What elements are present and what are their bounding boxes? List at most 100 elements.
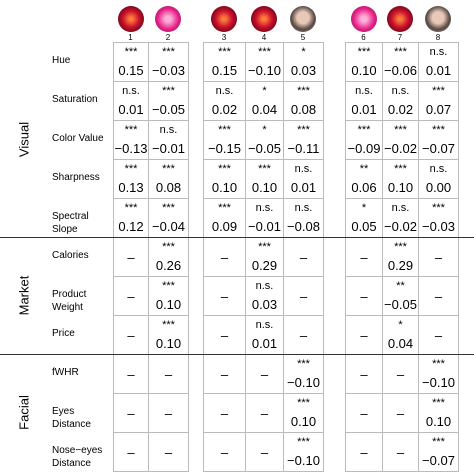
column-number: 5 (300, 33, 306, 42)
table-cell: *** 0.10 (203, 159, 246, 199)
coefficient: −0.07 (422, 453, 455, 468)
significance: n.s. (391, 202, 410, 214)
thumbnail (211, 6, 237, 32)
significance: *** (394, 241, 407, 253)
significance: n.s. (294, 163, 313, 175)
coefficient: −0.10 (287, 375, 320, 390)
column-number: 7 (397, 33, 403, 42)
coefficient: 0.13 (118, 180, 144, 195)
empty-marker: – (396, 367, 405, 382)
coefficient: 0.02 (211, 102, 238, 117)
coefficient: −0.05 (248, 141, 281, 156)
coefficient: 0.10 (155, 297, 182, 312)
table-cell: n.s. 0.00 (418, 159, 459, 199)
significance: *** (432, 85, 445, 97)
table-cell: n.s. −0.02 (382, 198, 419, 238)
coefficient: −0.03 (422, 219, 455, 234)
table-cell: * −0.05 (245, 120, 284, 160)
significance: n.s. (391, 85, 410, 97)
column-number: 1 (128, 33, 133, 42)
table-cell: *** 0.10 (148, 315, 189, 355)
coefficient: 0.05 (351, 219, 377, 234)
empty-marker: – (396, 445, 405, 460)
coefficient: 0.01 (425, 63, 452, 78)
coefficient: 0.04 (387, 336, 414, 351)
table-cell: – (345, 393, 383, 433)
table-cell: *** −0.04 (148, 198, 189, 238)
significance: n.s. (294, 202, 313, 214)
table-cell: n.s. 0.01 (245, 315, 284, 355)
table-cell: – (382, 393, 419, 433)
thumbnail (290, 6, 316, 32)
significance: *** (162, 319, 175, 331)
coefficient: 0.10 (425, 414, 452, 429)
empty-marker: – (360, 406, 368, 421)
table-cell: *** −0.03 (148, 42, 189, 82)
column-number: 3 (221, 33, 227, 42)
significance: *** (357, 124, 371, 136)
significance: *** (432, 436, 445, 448)
significance: n.s. (255, 280, 274, 292)
coefficient: 0.10 (251, 180, 278, 195)
coefficient: 0.10 (387, 180, 414, 195)
significance: *** (124, 46, 138, 58)
significance: * (398, 319, 403, 331)
table-cell: – (203, 315, 246, 355)
empty-marker: – (434, 289, 443, 304)
thumbnail (425, 6, 451, 32)
table-cell: – (283, 276, 324, 316)
empty-marker: – (127, 406, 135, 421)
coefficient: −0.05 (152, 102, 185, 117)
table-cell: *** 0.10 (148, 276, 189, 316)
table-cell: – (113, 432, 149, 472)
significance: *** (218, 124, 231, 136)
table-cell: – (113, 315, 149, 355)
significance: *** (394, 46, 407, 58)
table-cell: – (382, 432, 419, 472)
table-cell: – (203, 393, 246, 433)
table-cell: *** 0.13 (113, 159, 149, 199)
coefficient: −0.01 (248, 219, 281, 234)
table-cell: – (148, 393, 189, 433)
significance: *** (357, 46, 371, 58)
empty-marker: – (299, 250, 308, 265)
table-cell: *** −0.07 (418, 432, 459, 472)
coefficient: 0.10 (351, 63, 377, 78)
table-cell: *** −0.10 (283, 432, 324, 472)
table-cell: – (283, 237, 324, 277)
empty-marker: – (127, 289, 135, 304)
empty-marker: – (260, 406, 269, 421)
thumbnail (387, 6, 413, 32)
table-cell: *** 0.10 (245, 159, 284, 199)
table-cell: – (418, 315, 459, 355)
table-cell: * 0.05 (345, 198, 383, 238)
significance: *** (432, 124, 445, 136)
significance: *** (297, 436, 310, 448)
table-cell: n.s. −0.01 (148, 120, 189, 160)
significance: * (301, 46, 306, 58)
coefficient: 0.08 (290, 102, 317, 117)
row-label: fWHR (52, 367, 79, 378)
coefficient: 0.12 (118, 219, 144, 234)
coefficient: 0.10 (290, 414, 317, 429)
coefficient: 0.01 (251, 336, 278, 351)
significance: *** (218, 202, 231, 214)
thumbnail (155, 6, 181, 32)
significance: *** (297, 85, 310, 97)
table-cell: *** −0.09 (345, 120, 383, 160)
table-cell: – (418, 276, 459, 316)
section-divider (0, 354, 474, 355)
coefficient: 0.06 (351, 180, 377, 195)
table-cell: *** 0.26 (148, 237, 189, 277)
empty-marker: – (360, 289, 368, 304)
coefficient: −0.11 (287, 141, 320, 156)
significance: *** (162, 46, 175, 58)
table-cell: *** −0.05 (148, 81, 189, 121)
coefficient: −0.07 (422, 141, 455, 156)
column-number: 2 (165, 33, 171, 42)
significance: n.s. (429, 46, 448, 58)
empty-marker: – (360, 367, 368, 382)
table-cell: – (418, 237, 459, 277)
empty-marker: – (127, 367, 135, 382)
coefficient: 0.02 (387, 102, 414, 117)
